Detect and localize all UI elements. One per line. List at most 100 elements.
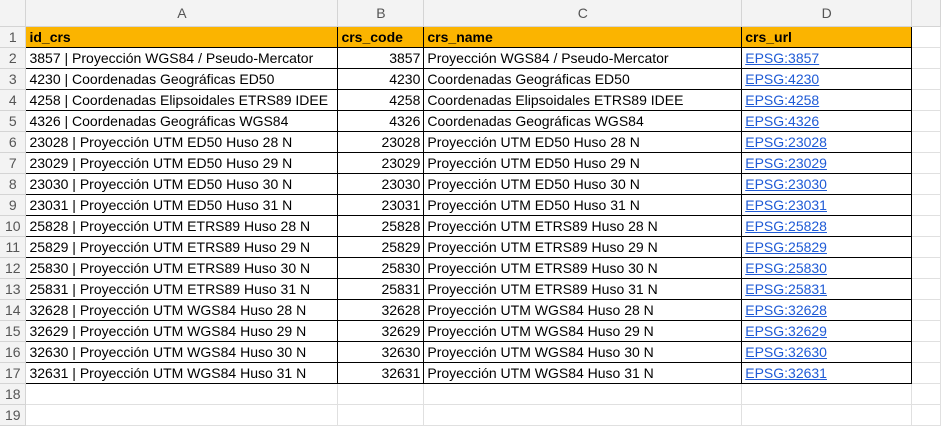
cell-crs-code[interactable]: 32629 [337, 319, 425, 342]
header-cell-crs-code[interactable]: crs_code [337, 25, 425, 48]
cell-crs-name[interactable]: Proyección UTM WGS84 Huso 28 N [423, 298, 743, 321]
cell-crs-code[interactable]: 23029 [337, 151, 425, 174]
epsg-link[interactable]: EPSG:32629 [745, 322, 827, 339]
cell-crs-name[interactable]: Proyección UTM ED50 Huso 29 N [423, 151, 743, 174]
empty-cell[interactable] [911, 215, 941, 237]
row-header[interactable]: 1 [0, 26, 27, 48]
cell-crs-name[interactable]: Proyección UTM ETRS89 Huso 28 N [423, 214, 743, 237]
select-all-corner[interactable] [0, 0, 27, 27]
cell-id-crs[interactable]: 25829 | Proyección UTM ETRS89 Huso 29 N [25, 235, 339, 258]
cell-id-crs[interactable]: 32628 | Proyección UTM WGS84 Huso 28 N [25, 298, 339, 321]
empty-cell[interactable] [25, 383, 339, 405]
epsg-link[interactable]: EPSG:23031 [745, 196, 827, 213]
empty-cell[interactable] [911, 257, 941, 279]
row-header[interactable]: 18 [0, 383, 27, 405]
cell-crs-name[interactable]: Coordenadas Geográficas WGS84 [423, 109, 743, 132]
empty-cell[interactable] [911, 341, 941, 363]
empty-cell[interactable] [911, 26, 941, 48]
row-header[interactable]: 3 [0, 68, 27, 90]
cell-crs-name[interactable]: Coordenadas Elipsoidales ETRS89 IDEE [423, 88, 743, 111]
cell-crs-code[interactable]: 25830 [337, 256, 425, 279]
epsg-link[interactable]: EPSG:25830 [745, 259, 827, 276]
empty-cell[interactable] [911, 278, 941, 300]
column-header-d[interactable]: D [741, 0, 913, 27]
empty-cell[interactable] [337, 383, 425, 405]
empty-cell[interactable] [741, 383, 913, 405]
cell-crs-name[interactable]: Proyección WGS84 / Pseudo-Mercator [423, 46, 743, 69]
cell-id-crs[interactable]: 32630 | Proyección UTM WGS84 Huso 30 N [25, 340, 339, 363]
cell-id-crs[interactable]: 32631 | Proyección UTM WGS84 Huso 31 N [25, 361, 339, 384]
cell-id-crs[interactable]: 25831 | Proyección UTM ETRS89 Huso 31 N [25, 277, 339, 300]
empty-cell[interactable] [911, 194, 941, 216]
cell-id-crs[interactable]: 23031 | Proyección UTM ED50 Huso 31 N [25, 193, 339, 216]
column-header-a[interactable]: A [25, 0, 339, 27]
cell-crs-code[interactable]: 23031 [337, 193, 425, 216]
row-header[interactable]: 19 [0, 404, 27, 426]
cell-crs-code[interactable]: 4326 [337, 109, 425, 132]
cell-id-crs[interactable]: 4326 | Coordenadas Geográficas WGS84 [25, 109, 339, 132]
empty-cell[interactable] [911, 236, 941, 258]
row-header[interactable]: 11 [0, 236, 27, 258]
row-header[interactable]: 7 [0, 152, 27, 174]
row-header[interactable]: 5 [0, 110, 27, 132]
epsg-link[interactable]: EPSG:32628 [745, 301, 827, 318]
row-header[interactable]: 17 [0, 362, 27, 384]
cell-id-crs[interactable]: 3857 | Proyección WGS84 / Pseudo-Mercato… [25, 46, 339, 69]
cell-crs-code[interactable]: 3857 [337, 46, 425, 69]
cell-crs-code[interactable]: 4258 [337, 88, 425, 111]
cell-crs-code[interactable]: 25828 [337, 214, 425, 237]
cell-id-crs[interactable]: 25830 | Proyección UTM ETRS89 Huso 30 N [25, 256, 339, 279]
cell-id-crs[interactable]: 25828 | Proyección UTM ETRS89 Huso 28 N [25, 214, 339, 237]
cell-crs-code[interactable]: 25831 [337, 277, 425, 300]
cell-crs-code[interactable]: 25829 [337, 235, 425, 258]
empty-cell[interactable] [911, 68, 941, 90]
cell-crs-name[interactable]: Proyección UTM ETRS89 Huso 29 N [423, 235, 743, 258]
empty-cell[interactable] [911, 152, 941, 174]
epsg-link[interactable]: EPSG:3857 [745, 49, 820, 66]
row-header[interactable]: 4 [0, 89, 27, 111]
epsg-link[interactable]: EPSG:32630 [745, 343, 827, 360]
empty-cell[interactable] [911, 131, 941, 153]
header-cell-crs-name[interactable]: crs_name [423, 25, 743, 48]
cell-crs-name[interactable]: Proyección UTM WGS84 Huso 30 N [423, 340, 743, 363]
cell-id-crs[interactable]: 32629 | Proyección UTM WGS84 Huso 29 N [25, 319, 339, 342]
empty-cell[interactable] [911, 383, 941, 405]
cell-crs-name[interactable]: Proyección UTM ED50 Huso 30 N [423, 172, 743, 195]
epsg-link[interactable]: EPSG:23030 [745, 175, 827, 192]
row-header[interactable]: 6 [0, 131, 27, 153]
row-header[interactable]: 10 [0, 215, 27, 237]
empty-cell[interactable] [911, 47, 941, 69]
column-header-c[interactable]: C [423, 0, 743, 27]
epsg-link[interactable]: EPSG:25829 [745, 238, 827, 255]
empty-cell[interactable] [911, 110, 941, 132]
empty-cell[interactable] [911, 320, 941, 342]
cell-crs-code[interactable]: 32631 [337, 361, 425, 384]
cell-crs-name[interactable]: Proyección UTM ED50 Huso 31 N [423, 193, 743, 216]
cell-crs-name[interactable]: Proyección UTM ETRS89 Huso 30 N [423, 256, 743, 279]
cell-crs-code[interactable]: 23030 [337, 172, 425, 195]
cell-id-crs[interactable]: 4258 | Coordenadas Elipsoidales ETRS89 I… [25, 88, 339, 111]
row-header[interactable]: 15 [0, 320, 27, 342]
cell-crs-name[interactable]: Coordenadas Geográficas ED50 [423, 67, 743, 90]
cell-id-crs[interactable]: 23029 | Proyección UTM ED50 Huso 29 N [25, 151, 339, 174]
epsg-link[interactable]: EPSG:4230 [745, 70, 820, 87]
cell-crs-code[interactable]: 23028 [337, 130, 425, 153]
empty-cell[interactable] [911, 89, 941, 111]
epsg-link[interactable]: EPSG:32631 [745, 364, 827, 381]
cell-crs-code[interactable]: 32630 [337, 340, 425, 363]
row-header[interactable]: 16 [0, 341, 27, 363]
empty-cell[interactable] [423, 383, 743, 405]
row-header[interactable]: 12 [0, 257, 27, 279]
cell-id-crs[interactable]: 23028 | Proyección UTM ED50 Huso 28 N [25, 130, 339, 153]
column-header-b[interactable]: B [337, 0, 425, 27]
epsg-link[interactable]: EPSG:4258 [745, 91, 820, 108]
row-header[interactable]: 9 [0, 194, 27, 216]
cell-crs-code[interactable]: 4230 [337, 67, 425, 90]
cell-id-crs[interactable]: 4230 | Coordenadas Geográficas ED50 [25, 67, 339, 90]
epsg-link[interactable]: EPSG:4326 [745, 112, 820, 129]
epsg-link[interactable]: EPSG:25828 [745, 217, 827, 234]
empty-cell[interactable] [911, 299, 941, 321]
empty-cell[interactable] [911, 362, 941, 384]
cell-id-crs[interactable]: 23030 | Proyección UTM ED50 Huso 30 N [25, 172, 339, 195]
cell-crs-name[interactable]: Proyección UTM ED50 Huso 28 N [423, 130, 743, 153]
